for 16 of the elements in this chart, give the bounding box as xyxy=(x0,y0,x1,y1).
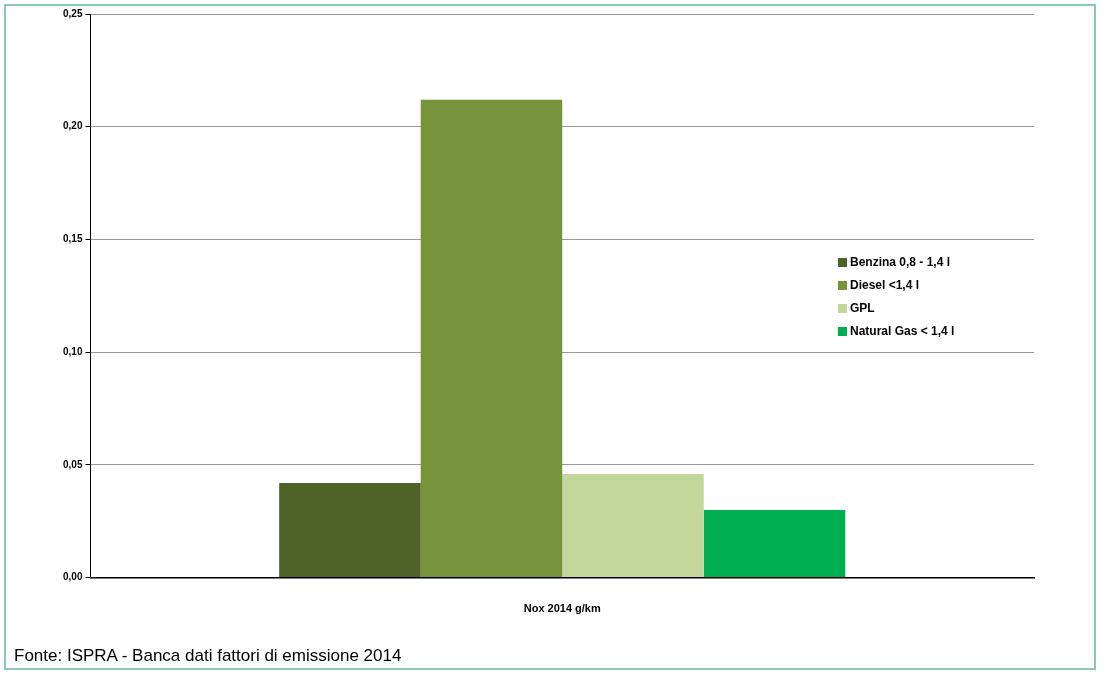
y-tick-label: 0,10 xyxy=(62,345,83,357)
legend-label: GPL xyxy=(850,301,875,316)
y-tick-label: 0,05 xyxy=(62,458,83,470)
legend-label: Benzina 0,8 - 1,4 l xyxy=(850,255,951,270)
bar xyxy=(562,473,704,578)
x-axis-title: Nox 2014 g/km xyxy=(523,602,601,615)
y-tick-label: 0,20 xyxy=(62,120,83,132)
source-note: Fonte: ISPRA - Banca dati fattori di emissione 2014 xyxy=(14,646,402,666)
y-tick-label: 0,25 xyxy=(62,7,83,19)
bar xyxy=(703,509,846,578)
bar xyxy=(279,482,421,578)
y-tick-label: 0,00 xyxy=(62,571,83,583)
bar xyxy=(420,99,563,578)
y-tick-label: 0,15 xyxy=(62,233,83,245)
legend-label: Natural Gas < 1,4 l xyxy=(850,324,955,339)
legend-label: Diesel <1,4 l xyxy=(850,278,920,293)
